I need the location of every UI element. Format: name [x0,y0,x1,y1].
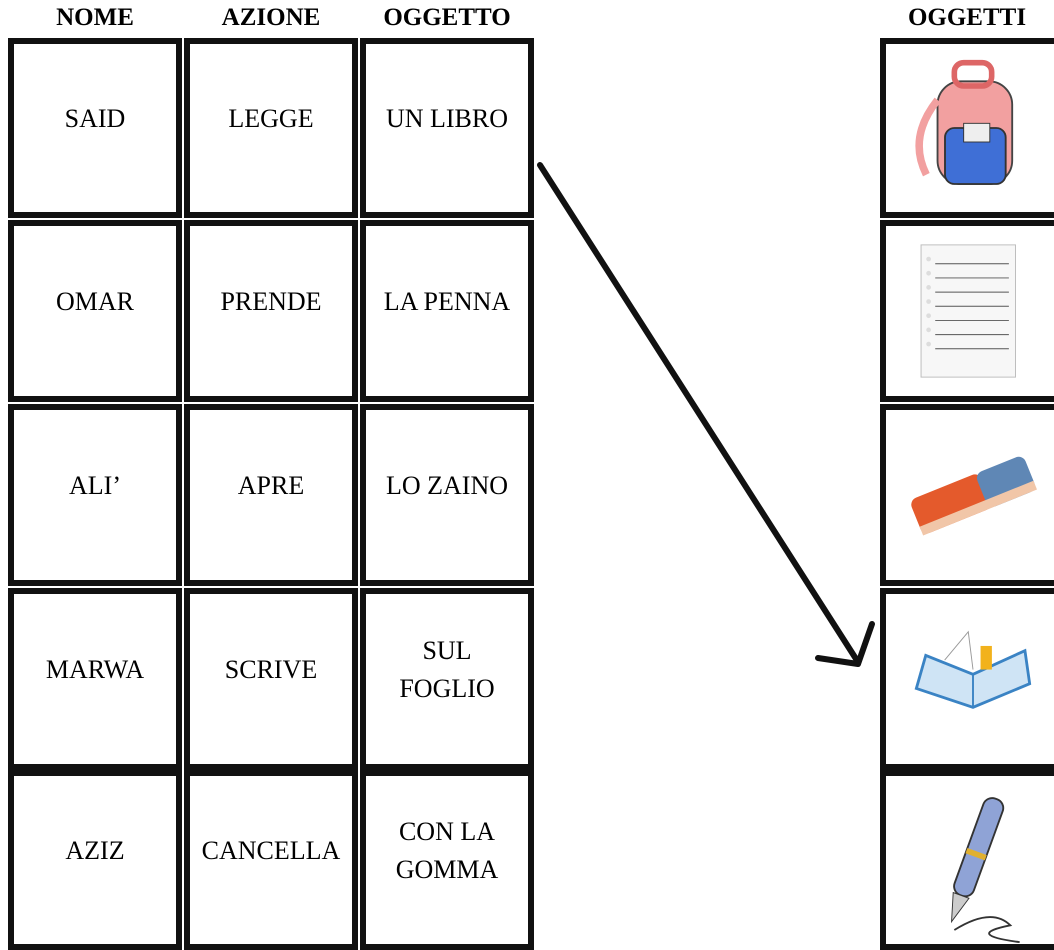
cell: MARWA [8,588,182,770]
cell: SCRIVE [184,588,358,770]
cell-text: CANCELLA [201,836,341,866]
object-picture [880,588,1054,770]
cell-text: AZIZ [65,836,125,866]
cell: SAID [8,38,182,218]
cell-text: SUL FOGLIO [399,636,495,703]
cell: LA PENNA [360,220,534,402]
column-header: OGGETTO [383,4,511,31]
cell-text: SAID [64,104,126,134]
icon [950,797,1020,944]
cell: CANCELLA [184,770,358,950]
cell-text: OMAR [55,287,134,317]
cell: AZIZ [8,770,182,950]
object-picture [880,404,1054,586]
icon [920,244,1016,378]
cell: LEGGE [184,38,358,218]
cell: APRE [184,404,358,586]
cell: UN LIBRO [360,38,534,218]
icon [911,456,1037,536]
cell-text: LA PENNA [383,287,511,317]
cell-text: SCRIVE [224,655,318,685]
cell: CON LA GOMMA [360,770,534,950]
icon [915,59,1014,185]
cell-text: APRE [237,471,305,501]
column-header: OGGETTI [907,4,1027,31]
cell: SUL FOGLIO [360,588,534,770]
cell-text: PRENDE [220,287,322,317]
object-picture [880,220,1054,402]
cell-text: CON LA GOMMA [395,817,499,884]
cell-text: LO ZAINO [385,471,509,501]
object-picture [880,770,1054,950]
cell: OMAR [8,220,182,402]
object-picture [880,38,1054,218]
cell: ALI’ [8,404,182,586]
cell: LO ZAINO [360,404,534,586]
cell-text: UN LIBRO [385,104,509,134]
cell-text: MARWA [45,655,145,685]
cell-text: LEGGE [228,104,314,134]
cell: PRENDE [184,220,358,402]
cell-text: ALI’ [69,471,121,501]
column-header: NOME [56,4,134,31]
column-header: AZIONE [221,4,321,31]
icon [914,630,1032,709]
